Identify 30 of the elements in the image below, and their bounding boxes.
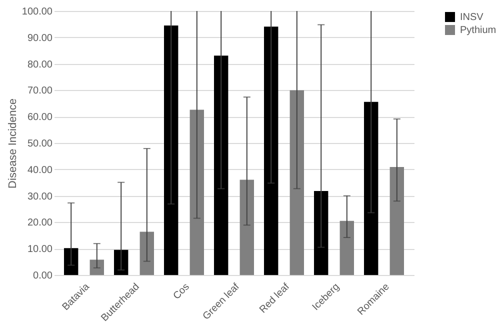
y-tick-label: 80.00 [27,59,53,70]
bar [64,248,78,275]
bar [240,180,254,275]
bar [390,167,404,275]
bar [214,56,228,275]
bar [114,250,128,275]
bar [190,110,204,275]
bar [140,232,154,275]
y-tick-label: 20.00 [27,218,53,229]
y-tick-label: 0.00 [33,270,53,282]
bar [314,191,328,275]
y-tick-label: 90.00 [27,32,53,44]
y-tick-label: 50.00 [27,138,53,150]
bar [340,220,354,275]
bar [264,26,278,275]
x-tick-label: Cos [171,282,192,302]
y-axis-title: Disease Incidence [6,98,19,188]
y-tick-label: 60.00 [27,112,53,124]
y-tick-label: 40.00 [27,164,53,176]
y-tick-label: 10.00 [27,244,53,256]
bar [90,260,104,275]
y-tick-label: 70.00 [27,86,53,97]
bar [164,26,178,275]
legend-label: Pythium [460,25,496,36]
x-tick-label: Red leaf [258,281,292,316]
bar [364,102,378,275]
y-tick-label: 30.00 [27,191,53,202]
legend-label: INSV [460,12,484,23]
y-tick-label: 100.00 [22,6,53,18]
bar [290,90,304,275]
